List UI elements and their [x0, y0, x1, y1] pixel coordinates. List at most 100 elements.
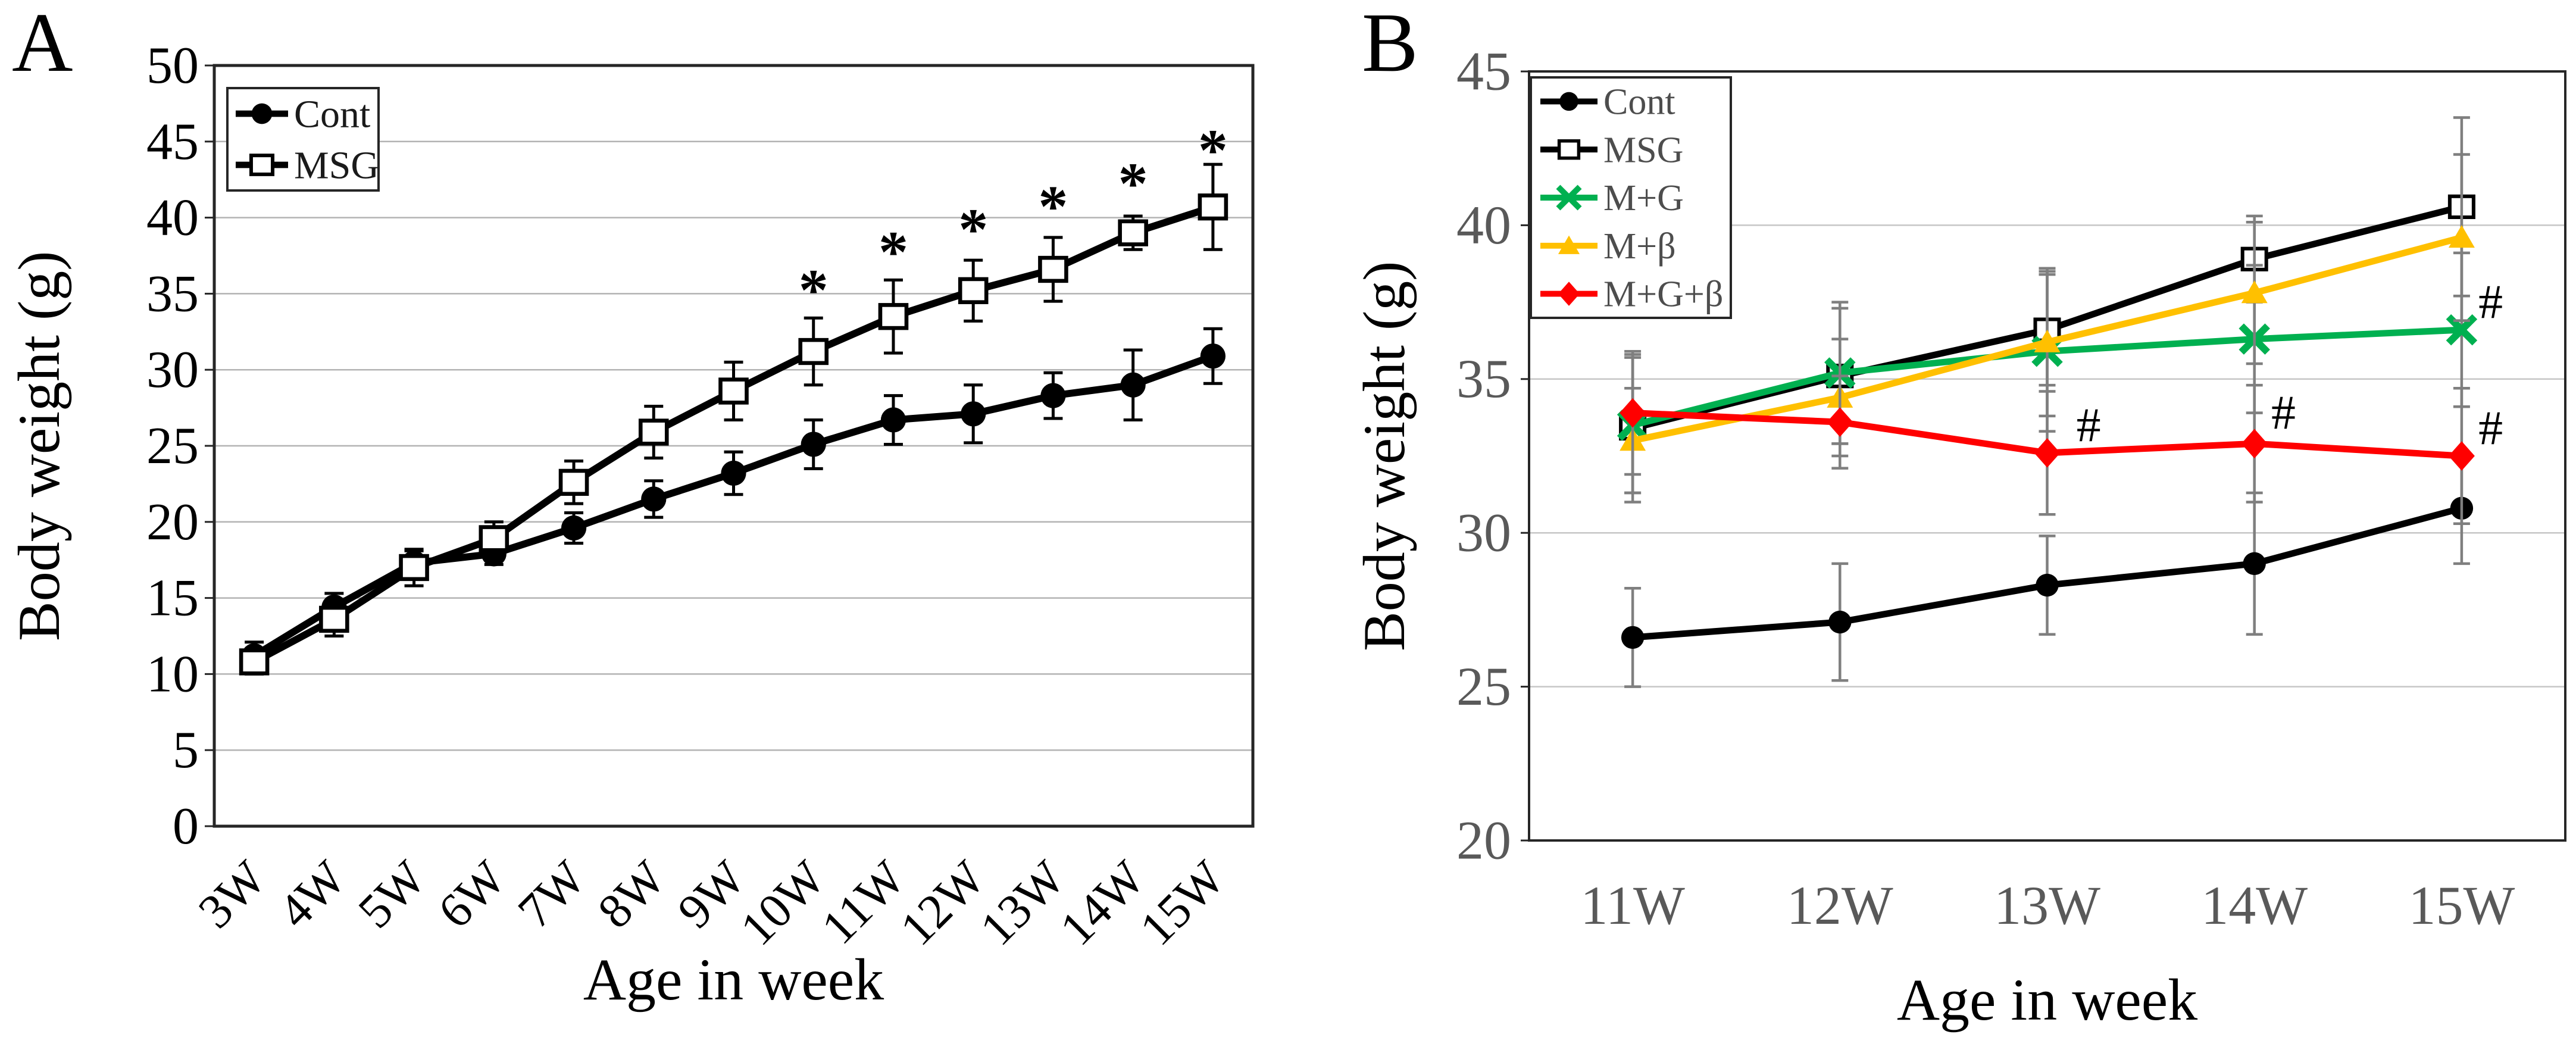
- marker-circle: [880, 407, 906, 433]
- marker-x: [1556, 185, 1582, 211]
- marker-square-open: [718, 377, 749, 405]
- x-tick-label: 11W: [1580, 875, 1685, 936]
- series-m-g: [1620, 350, 2475, 525]
- legend-label-cont: Cont: [1603, 82, 1675, 122]
- x-tick-label: 14W: [1049, 850, 1155, 955]
- marker-circle: [1040, 383, 1066, 408]
- x-tick-label: 13W: [970, 850, 1075, 955]
- panel-b-label: B: [1362, 0, 1418, 89]
- marker-circle: [251, 103, 273, 124]
- panel-a: A Body weight (g) 0 5 10 15 20 25 30 35 40 45 50 3W…: [0, 0, 1286, 1050]
- marker-square-open: [878, 303, 909, 330]
- panel-a-x-axis-title: Age in week: [583, 946, 884, 1012]
- marker-circle: [721, 460, 746, 486]
- x-tick-label: 7W: [508, 850, 596, 938]
- legend-label-m-g: M+G+β: [1603, 274, 1723, 315]
- y-tick-label: 35: [146, 265, 199, 323]
- asterisk-annotation: *: [1038, 173, 1068, 239]
- legend: Cont MSG: [226, 87, 380, 192]
- marker-circle: [2243, 552, 2266, 576]
- marker-square-open: [1038, 255, 1068, 283]
- y-tick-label: 20: [146, 493, 199, 551]
- marker-square-open: [958, 277, 989, 304]
- y-tick-label: 40: [146, 189, 199, 247]
- y-tick-label: 35: [1456, 348, 1511, 409]
- y-tick-label: 10: [146, 645, 199, 703]
- marker-square-open: [638, 418, 669, 446]
- legend: Cont MSG M+G M+β M+G+β: [1530, 76, 1732, 319]
- marker-square-open: [1198, 193, 1228, 221]
- marker-circle: [961, 401, 986, 427]
- x-tick-label: 10W: [730, 850, 835, 955]
- marker-square-open: [249, 154, 275, 176]
- marker-circle: [801, 432, 826, 457]
- panel-a-label: A: [12, 0, 73, 89]
- y-tick-label: 25: [146, 417, 199, 475]
- hash-annotation: #: [2478, 275, 2503, 329]
- marker-circle: [2036, 573, 2059, 597]
- x-tick-label: 6W: [427, 850, 515, 938]
- marker-square-open: [239, 648, 270, 676]
- marker-diamond: [2448, 441, 2475, 471]
- y-tick-label: 30: [1456, 502, 1511, 563]
- marker-triangle: [1558, 235, 1580, 254]
- y-tick-label: 5: [173, 721, 199, 779]
- significance-annotations: * * * * * *: [799, 117, 1228, 323]
- hash-annotation: #: [2077, 398, 2101, 452]
- y-tick-label: 45: [1456, 40, 1511, 101]
- marker-square-open: [399, 554, 429, 582]
- asterisk-annotation: *: [879, 219, 908, 285]
- marker-square-open: [1557, 139, 1581, 160]
- marker-diamond: [1620, 398, 1646, 428]
- marker-circle: [1120, 372, 1146, 398]
- x-tick-label: 5W: [348, 850, 436, 938]
- y-tick-label: 50: [146, 37, 199, 95]
- marker-triangle: [2034, 329, 2061, 352]
- x-tick-label: 14W: [2201, 875, 2308, 936]
- x-tick-label: 4W: [268, 850, 356, 938]
- x-tick-label: 3W: [188, 850, 276, 938]
- y-tick-label: 45: [146, 113, 199, 171]
- x-tick-label: 15W: [1130, 850, 1235, 955]
- y-tick-label: 20: [1456, 810, 1511, 870]
- hash-annotation: #: [2478, 401, 2503, 455]
- x-tick-label: 12W: [890, 850, 995, 955]
- asterisk-annotation: *: [799, 257, 829, 323]
- marker-circle: [1828, 610, 1852, 634]
- y-axis-ticks: 0 5 10 15 20 25 30 35 40 45 50: [146, 37, 214, 855]
- legend-label-m: M+β: [1603, 226, 1676, 267]
- y-tick-label: 25: [1456, 656, 1511, 717]
- marker-square-open: [319, 605, 349, 633]
- asterisk-annotation: *: [958, 196, 988, 262]
- asterisk-annotation: *: [1198, 117, 1228, 183]
- marker-square-open: [479, 525, 509, 552]
- hash-annotation: #: [2271, 386, 2296, 440]
- y-axis-ticks: 20 25 30 35 40 45: [1456, 40, 1529, 870]
- gridlines: [214, 140, 1253, 751]
- legend-label-msg: MSG: [294, 143, 379, 187]
- y-tick-label: 0: [173, 798, 199, 855]
- x-axis-labels: 11W 12W 13W 14W 15W: [1580, 875, 2515, 936]
- series-line-msg: [252, 203, 1214, 665]
- marker-circle: [1559, 92, 1578, 111]
- legend-label-msg: MSG: [1603, 130, 1683, 170]
- marker-circle: [641, 486, 667, 512]
- marker-circle: [561, 515, 587, 541]
- marker-diamond: [1558, 282, 1580, 306]
- x-tick-label: 13W: [1994, 875, 2100, 936]
- marker-diamond: [2241, 429, 2268, 459]
- marker-triangle: [2448, 225, 2475, 248]
- panel-b-line-chart: 20 25 30 35 40 45 11W 12W 13W 14W 15W # # # # Cont MSG M+…: [1456, 40, 2566, 936]
- marker-circle: [1200, 343, 1226, 369]
- marker-x: [2446, 314, 2478, 346]
- x-tick-label: 15W: [2408, 875, 2515, 936]
- y-tick-label: 30: [146, 341, 199, 399]
- legend-label-cont: Cont: [294, 92, 370, 136]
- y-tick-label: 15: [146, 570, 199, 627]
- y-tick-label: 40: [1456, 195, 1511, 255]
- marker-square-open: [798, 338, 829, 365]
- plot-area-border: [1528, 70, 2566, 842]
- panel-b: B Body weight (g) 20 25 30 35 40 45 11W 12W 13W 1…: [1286, 0, 2576, 1050]
- significance-annotations: # # # #: [2077, 275, 2503, 455]
